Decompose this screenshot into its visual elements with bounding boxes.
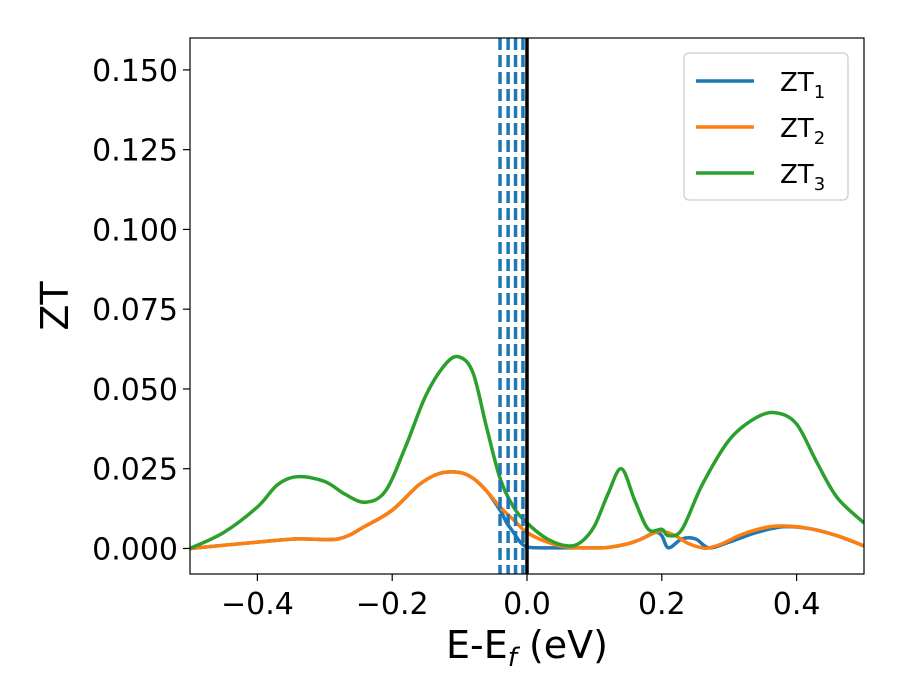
y-tick-label: 0.050	[92, 373, 178, 408]
fermi-level-lines	[498, 38, 529, 574]
x-axis-ticks: −0.4 −0.2 0.0 0.2 0.4	[221, 574, 820, 622]
y-tick-label: 0.075	[92, 293, 178, 328]
series-line-zt3	[190, 354, 864, 551]
plot-lines	[190, 354, 864, 551]
x-tick-label: 0.2	[638, 587, 686, 622]
legend-box	[683, 52, 849, 201]
x-tick-label: 0.0	[503, 587, 551, 622]
x-axis-title-unit: (eV)	[517, 623, 608, 667]
x-tick-label: −0.4	[221, 587, 294, 622]
y-tick-label: 0.150	[92, 54, 178, 89]
x-tick-label: 0.4	[773, 587, 821, 622]
y-axis-ticks: 0.000 0.025 0.050 0.075 0.100 0.125 0.150	[92, 54, 190, 567]
y-tick-label: 0.125	[92, 134, 178, 169]
legend-label-zt1: ZT1	[780, 68, 825, 103]
x-axis-title: E-Ef (eV)	[446, 623, 608, 673]
legend: ZT1 ZT2 ZT3	[683, 52, 849, 201]
x-axis-title-main: E-E	[446, 623, 508, 667]
legend-label-zt2: ZT2	[780, 114, 825, 149]
legend-label-zt3: ZT3	[780, 160, 825, 195]
y-tick-label: 0.025	[92, 453, 178, 488]
series-line-zt2	[190, 470, 864, 551]
x-tick-label: −0.2	[356, 587, 429, 622]
y-tick-label: 0.000	[92, 532, 178, 567]
y-axis-title: ZT	[33, 281, 77, 331]
y-tick-label: 0.100	[92, 213, 178, 248]
